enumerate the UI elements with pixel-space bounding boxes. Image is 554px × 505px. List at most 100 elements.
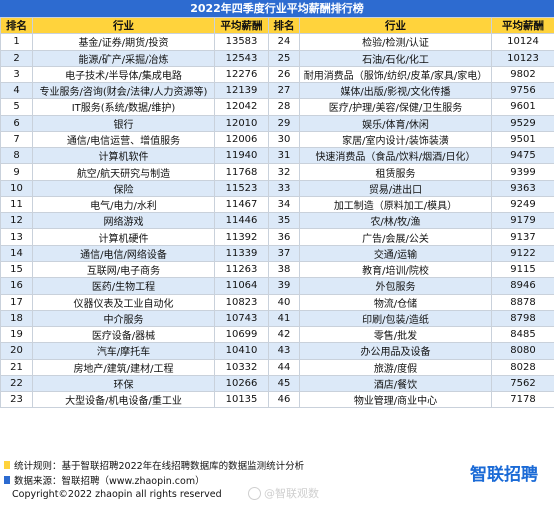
cell-industry-left: 计算机硬件	[32, 228, 215, 246]
cell-industry-right: 印刷/包装/造纸	[299, 309, 492, 328]
cell-industry-right: 医疗/护理/美容/保健/卫生服务	[299, 98, 492, 116]
table-row: 22 环保 10266 45 酒店/餐饮 7562	[0, 374, 554, 393]
cell-industry-right: 加工制造（原料加工/模具）	[299, 195, 492, 214]
weibo-icon	[248, 486, 261, 500]
cell-rank-left: 11	[0, 195, 33, 214]
cell-industry-left: 银行	[32, 114, 215, 132]
cell-salary-right: 9122	[491, 244, 554, 262]
cell-rank-left: 16	[0, 277, 33, 295]
table-row: 4 专业服务/咨询(财会/法律/人力资源等) 12139 27 媒体/出版/影视/文化传…	[0, 82, 554, 100]
cell-rank-right: 42	[268, 326, 300, 344]
watermark-text: @智联观数	[264, 487, 319, 500]
cell-salary-right: 9115	[491, 260, 554, 279]
table-row: 16 医药/生物工程 11064 39 外包服务 8946	[0, 277, 554, 295]
cell-rank-right: 31	[268, 147, 300, 165]
cell-industry-right: 办公用品及设备	[299, 342, 492, 360]
page-title: 2022年四季度行业平均薪酬排行榜	[0, 0, 554, 17]
data-source-note: 数据来源：智联招聘（www.zhaopin.com）	[4, 473, 205, 487]
table-row: 3 电子技术/半导体/集成电路 12276 26 耐用消费品（服饰/纺织/皮革/家具/家…	[0, 65, 554, 84]
table-row: 18 中介服务 10743 41 印刷/包装/造纸 8798	[0, 309, 554, 328]
table-row: 13 计算机硬件 11392 36 广告/会展/公关 9137	[0, 228, 554, 246]
cell-rank-left: 14	[0, 244, 33, 262]
cell-rank-right: 46	[268, 391, 300, 409]
cell-salary-left: 11339	[214, 244, 269, 262]
cell-salary-right: 8485	[491, 326, 554, 344]
cell-rank-right: 24	[268, 33, 300, 51]
cell-salary-right: 9802	[491, 65, 554, 84]
table-row: 14 通信/电信/网络设备 11339 37 交通/运输 9122	[0, 244, 554, 262]
cell-salary-right: 10124	[491, 33, 554, 51]
cell-salary-right: 9249	[491, 195, 554, 214]
cell-salary-right: 8798	[491, 309, 554, 328]
cell-industry-left: 通信/电信运营、增值服务	[32, 130, 215, 149]
cell-salary-right: 8080	[491, 342, 554, 360]
cell-industry-left: 计算机软件	[32, 147, 215, 165]
cell-rank-left: 2	[0, 49, 33, 67]
cell-rank-left: 21	[0, 358, 33, 376]
cell-salary-left: 11263	[214, 260, 269, 279]
cell-salary-left: 13583	[214, 33, 269, 51]
cell-industry-right: 快速消费品（食品/饮料/烟酒/日化）	[299, 147, 492, 165]
header-industry-left: 行业	[32, 16, 215, 35]
cell-salary-left: 11523	[214, 179, 269, 197]
cell-salary-left: 10743	[214, 309, 269, 328]
cell-rank-right: 29	[268, 114, 300, 132]
cell-rank-left: 7	[0, 130, 33, 149]
table-row: 12 网络游戏 11446 35 农/林/牧/渔 9179	[0, 212, 554, 230]
cell-rank-right: 32	[268, 163, 300, 181]
cell-industry-right: 物业管理/商业中心	[299, 391, 492, 409]
copyright: Copyright©2022 zhaopin all rights reserv…	[12, 489, 222, 500]
cell-industry-right: 旅游/度假	[299, 358, 492, 376]
cell-rank-right: 37	[268, 244, 300, 262]
cell-salary-left: 11064	[214, 277, 269, 295]
cell-industry-left: 网络游戏	[32, 212, 215, 230]
table-row: 9 航空/航天研究与制造 11768 32 租赁服务 9399	[0, 163, 554, 181]
cell-rank-left: 20	[0, 342, 33, 360]
cell-salary-right: 9399	[491, 163, 554, 181]
table-row: 10 保险 11523 33 贸易/进出口 9363	[0, 179, 554, 197]
cell-industry-right: 广告/会展/公关	[299, 228, 492, 246]
cell-industry-left: 基金/证券/期货/投资	[32, 33, 215, 51]
header-salary-right: 平均薪酬	[491, 16, 554, 35]
cell-salary-right: 9756	[491, 82, 554, 100]
cell-rank-left: 8	[0, 147, 33, 165]
cell-salary-left: 12006	[214, 130, 269, 149]
cell-salary-left: 10699	[214, 326, 269, 344]
cell-rank-left: 4	[0, 82, 33, 100]
cell-salary-right: 9179	[491, 212, 554, 230]
cell-rank-left: 1	[0, 33, 33, 51]
cell-salary-left: 11392	[214, 228, 269, 246]
cell-industry-right: 耐用消费品（服饰/纺织/皮革/家具/家电）	[299, 65, 492, 84]
cell-salary-left: 11467	[214, 195, 269, 214]
salary-ranking-table: 排名 行业 平均薪酬 排名 行业 平均薪酬 1 基金/证券/期货/投资 13583 2…	[0, 16, 554, 409]
cell-salary-right: 10123	[491, 49, 554, 67]
cell-rank-left: 19	[0, 326, 33, 344]
cell-industry-left: 电气/电力/水利	[32, 195, 215, 214]
cell-industry-right: 检验/检测/认证	[299, 33, 492, 51]
cell-rank-left: 18	[0, 309, 33, 328]
cell-salary-left: 11446	[214, 212, 269, 230]
table-row: 6 银行 12010 29 娱乐/体育/休闲 9529	[0, 114, 554, 132]
header-salary-left: 平均薪酬	[214, 16, 269, 35]
yellow-square-icon	[4, 461, 10, 469]
cell-industry-right: 农/林/牧/渔	[299, 212, 492, 230]
cell-salary-right: 9137	[491, 228, 554, 246]
cell-industry-left: 电子技术/半导体/集成电路	[32, 65, 215, 84]
statistics-rule-note: 统计规则：基于智联招聘2022年在线招聘数据库的数据监测统计分析	[4, 458, 304, 472]
blue-square-icon	[4, 476, 10, 484]
cell-rank-right: 34	[268, 195, 300, 214]
cell-rank-right: 25	[268, 49, 300, 67]
cell-rank-left: 5	[0, 98, 33, 116]
cell-salary-left: 12042	[214, 98, 269, 116]
cell-rank-left: 12	[0, 212, 33, 230]
cell-industry-right: 租赁服务	[299, 163, 492, 181]
cell-salary-right: 8028	[491, 358, 554, 376]
cell-salary-left: 10135	[214, 391, 269, 409]
cell-rank-right: 36	[268, 228, 300, 246]
cell-industry-left: 专业服务/咨询(财会/法律/人力资源等)	[32, 82, 215, 100]
watermark: @智联观数	[248, 485, 319, 501]
cell-rank-right: 40	[268, 293, 300, 311]
cell-rank-right: 39	[268, 277, 300, 295]
cell-industry-right: 物流/仓储	[299, 293, 492, 311]
cell-rank-left: 6	[0, 114, 33, 132]
